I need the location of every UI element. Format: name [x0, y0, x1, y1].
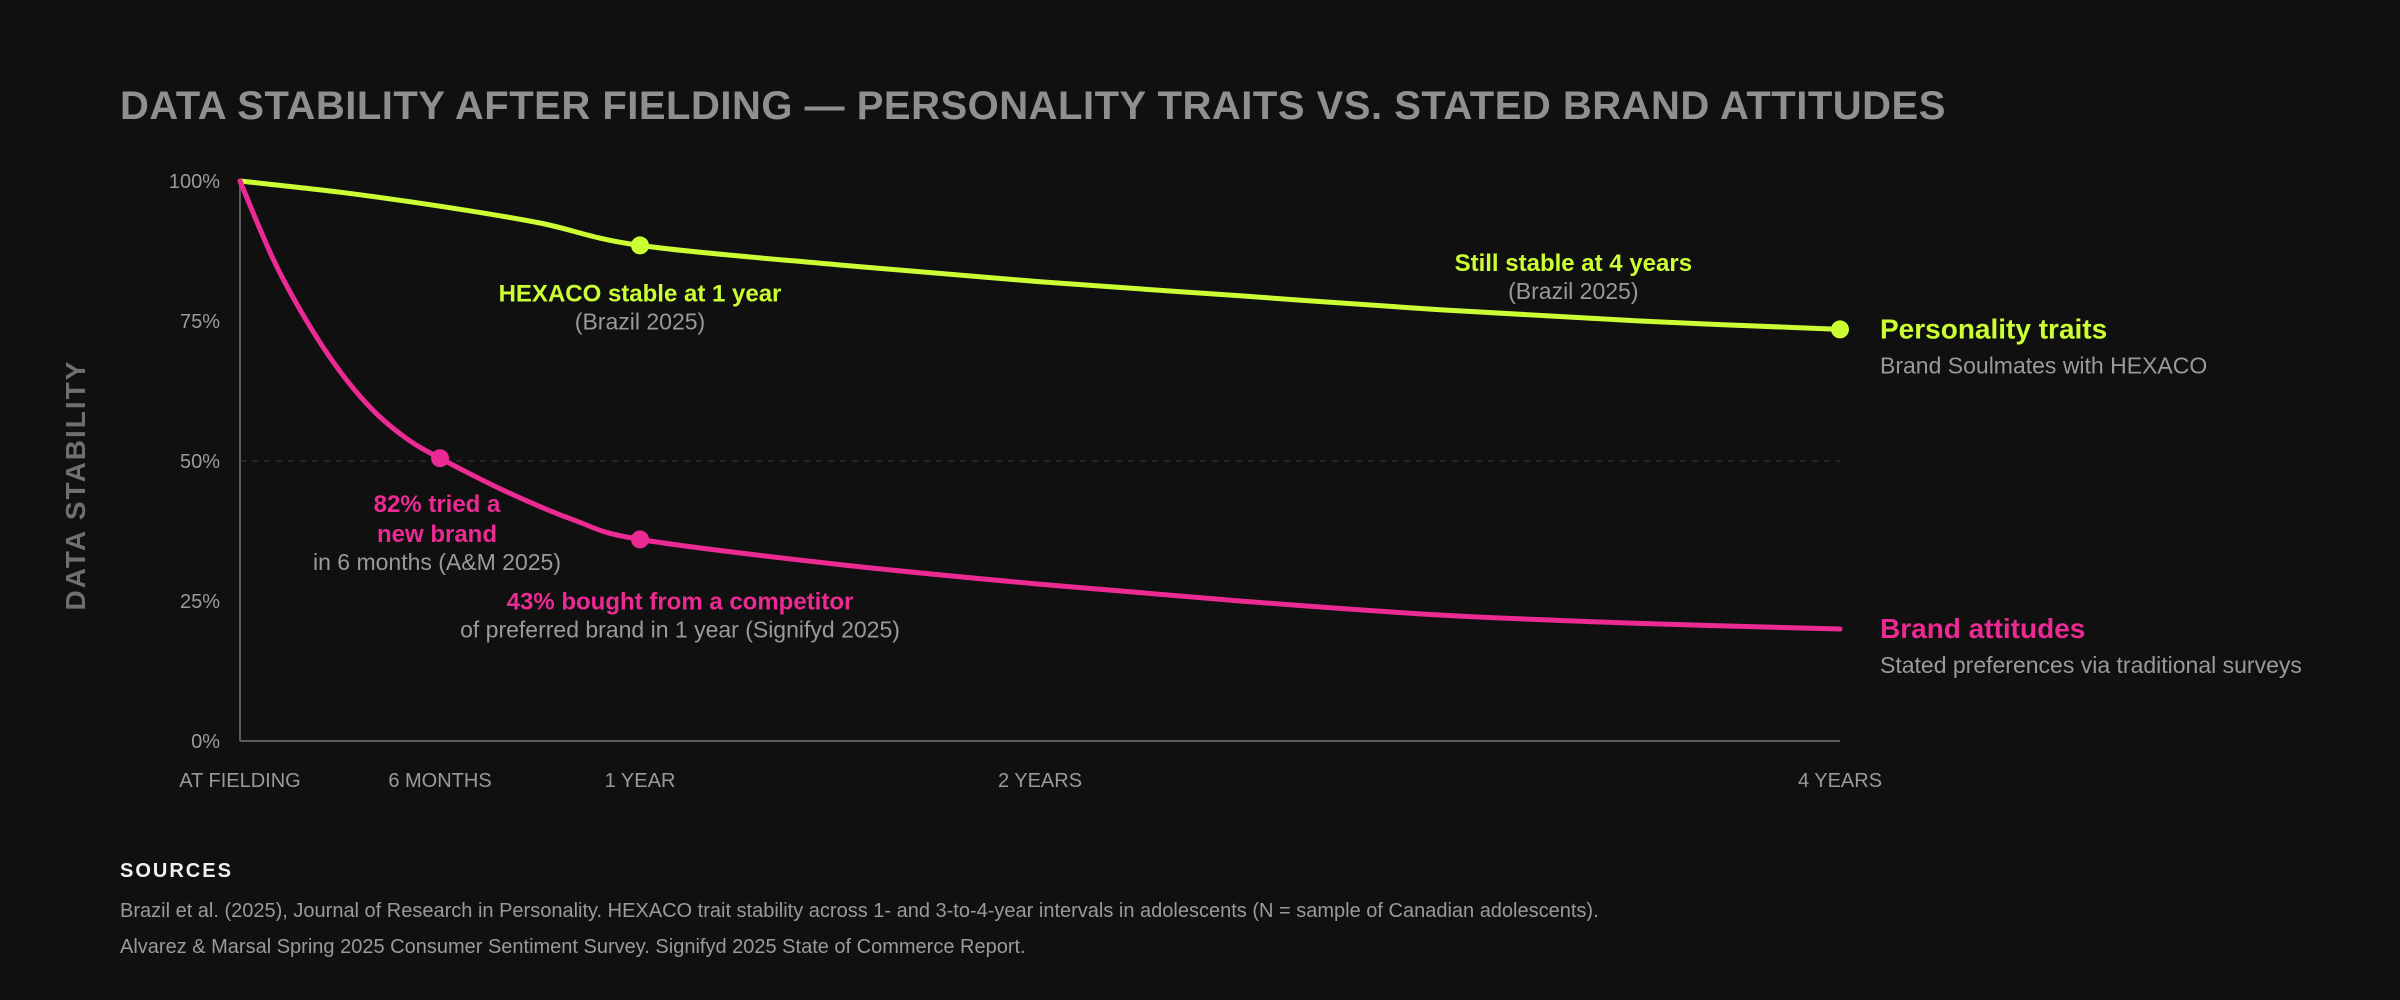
annotation-4-title: 43% bought from a competitor [507, 588, 854, 615]
x-tick-label: 4 YEARS [1798, 770, 1882, 792]
series-line-traits [237, 178, 1843, 332]
series-line-brand [237, 178, 1843, 632]
annotation-1-title: HEXACO stable at 1 year [499, 280, 782, 307]
y-tick-label: 0% [191, 731, 220, 753]
data-point-traits [631, 236, 649, 255]
series-subtitle-traits: Brand Soulmates with HEXACO [1880, 352, 2207, 378]
annotation-3-source: in 6 months (A&M 2025) [313, 549, 561, 575]
data-point-brand [631, 530, 649, 549]
x-tick-label: 6 MONTHS [388, 770, 491, 792]
y-tick-label: 100% [169, 171, 220, 193]
annotation-1-source: (Brazil 2025) [575, 308, 705, 334]
source-line-2: Alvarez & Marsal Spring 2025 Consumer Se… [120, 936, 1026, 958]
chart-title: DATA STABILITY AFTER FIELDING — PERSONAL… [120, 84, 1946, 128]
series-labels-layer: Personality traits Brand Soulmates with H… [1880, 313, 2302, 678]
series-label-traits: Personality traits [1880, 313, 2107, 344]
annotation-3-title: new brand [377, 521, 497, 548]
y-tick-label: 25% [180, 591, 220, 613]
series-subtitle-brand: Stated preferences via traditional surve… [1880, 652, 2302, 678]
axes-layer: 100% 75% 50% 25% 0% AT FIELDING 6 MONTHS 1 YEAR… [169, 171, 1882, 792]
data-point-brand [431, 449, 449, 468]
data-point-traits [1831, 320, 1849, 339]
x-tick-label: 2 YEARS [998, 770, 1082, 792]
annotation-2-title: Still stable at 4 years [1455, 250, 1692, 277]
x-tick-label: AT FIELDING [179, 770, 301, 792]
y-tick-label: 75% [180, 311, 220, 333]
annotations-layer: HEXACO stable at 1 year(Brazil 2025)Stil… [313, 250, 1692, 642]
x-tick-label: 1 YEAR [605, 770, 676, 792]
annotation-3-title: 82% tried a [374, 491, 501, 518]
annotation-2-source: (Brazil 2025) [1508, 278, 1638, 304]
source-line-1: Brazil et al. (2025), Journal of Researc… [120, 900, 1599, 922]
annotation-4-source: of preferred brand in 1 year (Signifyd 2… [460, 616, 900, 642]
sources-heading: SOURCES [120, 860, 233, 882]
markers-layer [431, 236, 1849, 549]
series-label-brand: Brand attitudes [1880, 613, 2085, 644]
series-lines-layer [237, 178, 1843, 632]
y-tick-label: 50% [180, 451, 220, 473]
